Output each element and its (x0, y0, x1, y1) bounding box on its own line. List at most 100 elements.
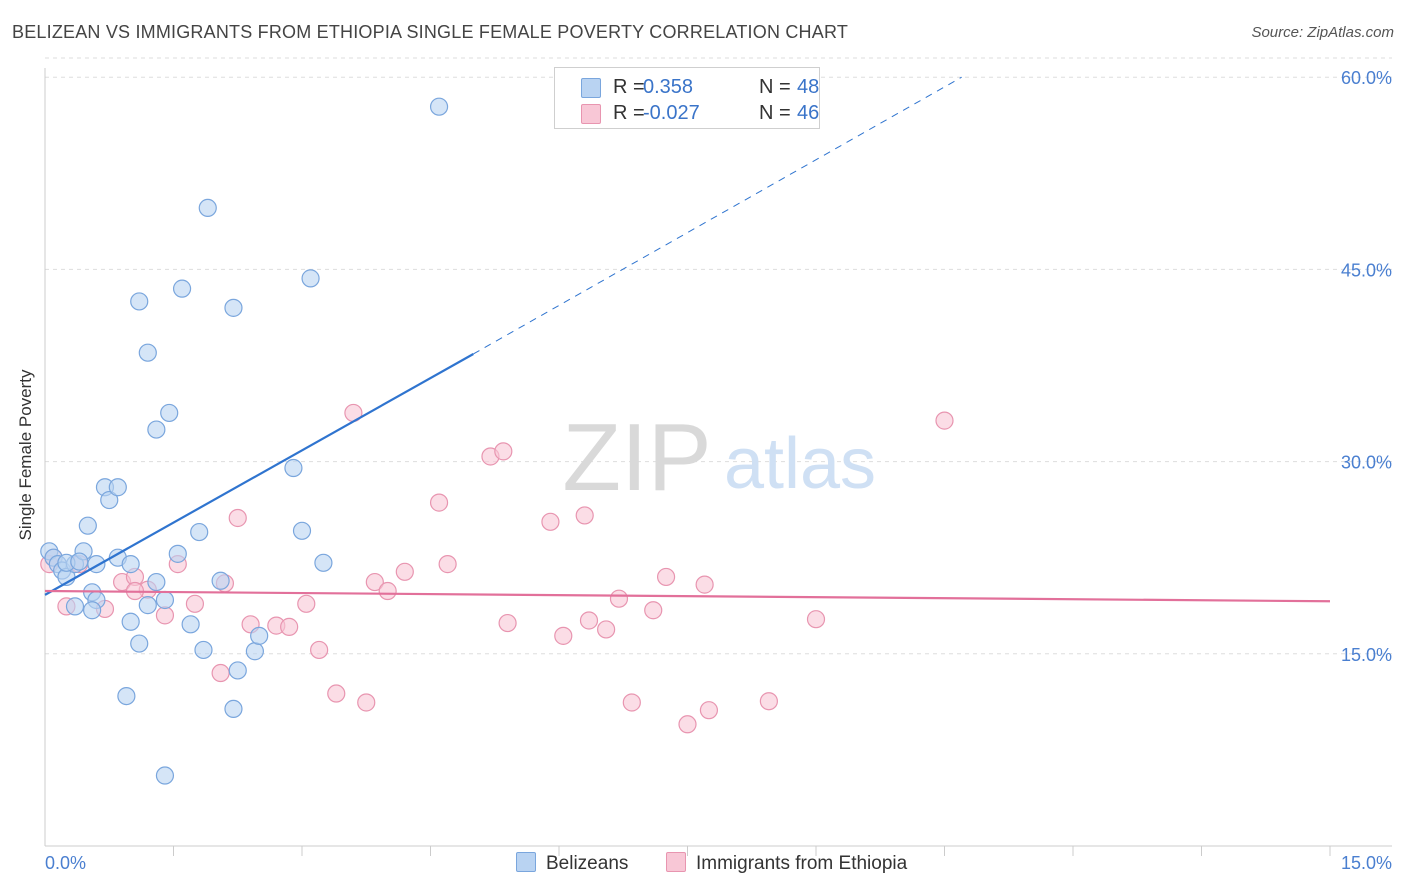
data-point (78, 516, 97, 535)
legend-r-label: R = (613, 76, 645, 98)
data-point (83, 601, 102, 620)
y-tick-label: 45.0% (1341, 260, 1392, 280)
data-point (541, 512, 560, 531)
data-point (395, 562, 414, 581)
data-point (130, 634, 149, 653)
watermark-atlas: atlas (724, 424, 876, 504)
data-point (155, 766, 175, 785)
y-tick-label: 30.0% (1341, 453, 1392, 473)
data-point (228, 661, 247, 680)
data-point (160, 403, 179, 423)
data-point (147, 572, 166, 592)
data-point (357, 693, 376, 712)
trend-line-ethiopia (44, 589, 1331, 603)
data-point (155, 606, 175, 625)
data-point (656, 567, 676, 587)
legend-swatch-blue (516, 852, 536, 872)
data-point (280, 617, 299, 636)
data-point (597, 620, 616, 639)
data-point (181, 615, 200, 634)
data-point (301, 269, 320, 288)
legend-n-value: 46 (797, 102, 820, 124)
y-tick-label: 60.0% (1341, 68, 1392, 88)
data-point (117, 686, 136, 706)
data-point (935, 411, 954, 430)
data-point (609, 589, 629, 608)
data-point (622, 693, 641, 712)
series-belizeans (40, 97, 449, 785)
data-point (284, 458, 303, 478)
legend-label-belizeans: Belizeans (546, 853, 629, 874)
legend-swatch-pink (666, 852, 686, 872)
x-tick-label-min: 0.0% (45, 853, 86, 873)
legend-item-ethiopia[interactable]: Immigrants from Ethiopia (666, 852, 907, 875)
data-point (438, 555, 457, 574)
data-point (806, 610, 826, 629)
source-label: Source: ZipAtlas.com (1251, 24, 1394, 41)
data-point (108, 478, 127, 497)
data-point (121, 612, 140, 631)
data-point (678, 715, 697, 734)
data-point (245, 642, 264, 661)
correlation-legend: R = 0.358 N = 48 R = -0.027 N = 46 (554, 67, 820, 129)
data-point (759, 692, 778, 711)
y-tick-label: 15.0% (1341, 645, 1392, 665)
legend-item-belizeans[interactable]: Belizeans (516, 852, 628, 875)
watermark-zip: ZIP (562, 404, 711, 511)
data-point (211, 571, 230, 590)
data-point (314, 553, 333, 572)
legend-r-label: R = (613, 102, 645, 124)
data-point (429, 493, 449, 512)
data-point (185, 594, 205, 613)
data-point (70, 552, 89, 571)
legend-n-value: 48 (797, 76, 820, 98)
data-point (378, 581, 397, 601)
data-point (138, 343, 157, 362)
x-ticks (173, 846, 1331, 856)
data-point (228, 508, 247, 528)
gridlines (45, 57, 1392, 655)
data-point (498, 613, 517, 633)
data-point (65, 597, 85, 616)
chart-title: BELIZEAN VS IMMIGRANTS FROM ETHIOPIA SIN… (12, 22, 849, 42)
data-point (429, 97, 449, 116)
data-point (194, 640, 213, 660)
trend-line-belizeans-extension (473, 76, 962, 355)
data-point (327, 684, 346, 703)
legend-n-label: N = (759, 102, 791, 124)
y-tick-labels: 15.0% 30.0% 45.0% 60.0% (1341, 68, 1392, 665)
data-point (575, 506, 594, 525)
legend-r-value: -0.027 (643, 102, 700, 124)
trend-lines (44, 76, 1331, 603)
legend-swatch-blue (581, 78, 601, 98)
data-point (297, 594, 316, 613)
data-point (211, 663, 230, 683)
data-point (130, 292, 149, 311)
data-point (198, 198, 217, 218)
data-point (172, 279, 192, 298)
data-point (644, 601, 663, 620)
data-point (554, 626, 573, 645)
data-point (494, 442, 513, 461)
axes (44, 68, 1392, 847)
legend-r-value: 0.358 (643, 76, 694, 98)
data-point (292, 521, 312, 540)
data-point (155, 590, 175, 610)
data-point (168, 544, 187, 563)
legend-swatch-pink (581, 104, 601, 124)
legend-n-label: N = (759, 76, 791, 98)
data-point (579, 611, 599, 630)
data-point (147, 420, 166, 439)
data-point (190, 522, 209, 542)
legend-label-ethiopia: Immigrants from Ethiopia (696, 853, 908, 874)
data-point (310, 640, 329, 660)
data-point (250, 626, 269, 645)
trend-line-belizeans (44, 353, 474, 596)
watermark: ZIP atlas (562, 404, 876, 511)
data-point (100, 490, 119, 510)
data-point (695, 575, 714, 594)
data-point (138, 596, 157, 615)
data-point (699, 701, 719, 720)
x-tick-label-max: 15.0% (1341, 853, 1392, 873)
